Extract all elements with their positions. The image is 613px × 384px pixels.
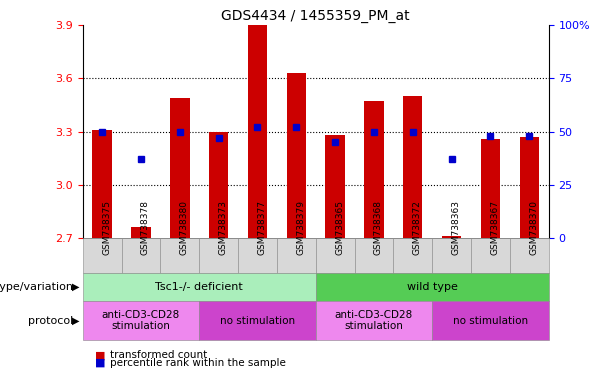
Text: anti-CD3-CD28
stimulation: anti-CD3-CD28 stimulation — [335, 310, 413, 331]
Text: Tsc1-/- deficient: Tsc1-/- deficient — [155, 282, 243, 292]
Bar — [403, 96, 422, 238]
Text: no stimulation: no stimulation — [453, 316, 528, 326]
Text: percentile rank within the sample: percentile rank within the sample — [110, 358, 286, 368]
Text: GSM738365: GSM738365 — [335, 200, 344, 255]
Text: GSM738368: GSM738368 — [374, 200, 383, 255]
Bar — [481, 139, 500, 238]
Text: GSM738370: GSM738370 — [529, 200, 538, 255]
Bar — [326, 135, 345, 238]
Text: no stimulation: no stimulation — [220, 316, 295, 326]
Bar — [170, 98, 189, 238]
Text: GSM738372: GSM738372 — [413, 200, 422, 255]
Text: GSM738367: GSM738367 — [490, 200, 500, 255]
Text: protocol: protocol — [28, 316, 74, 326]
Text: ■: ■ — [95, 358, 105, 368]
Text: GSM738363: GSM738363 — [452, 200, 460, 255]
Text: genotype/variation: genotype/variation — [0, 282, 74, 292]
Text: GSM738378: GSM738378 — [141, 200, 150, 255]
Bar — [93, 130, 112, 238]
Bar — [248, 25, 267, 238]
Text: anti-CD3-CD28
stimulation: anti-CD3-CD28 stimulation — [102, 310, 180, 331]
Text: ▶: ▶ — [72, 282, 80, 292]
Text: GSM738380: GSM738380 — [180, 200, 189, 255]
Bar — [287, 73, 306, 238]
Bar — [442, 236, 462, 238]
Text: transformed count: transformed count — [110, 350, 208, 360]
Text: GSM738377: GSM738377 — [257, 200, 267, 255]
Text: GSM738375: GSM738375 — [102, 200, 111, 255]
Text: ▶: ▶ — [72, 316, 80, 326]
Text: GSM738373: GSM738373 — [219, 200, 227, 255]
Bar — [519, 137, 539, 238]
Text: wild type: wild type — [407, 282, 457, 292]
Bar — [364, 101, 384, 238]
Bar — [209, 131, 228, 238]
Bar — [131, 227, 151, 238]
Text: GSM738379: GSM738379 — [296, 200, 305, 255]
Title: GDS4434 / 1455359_PM_at: GDS4434 / 1455359_PM_at — [221, 8, 410, 23]
Text: ■: ■ — [95, 350, 105, 360]
